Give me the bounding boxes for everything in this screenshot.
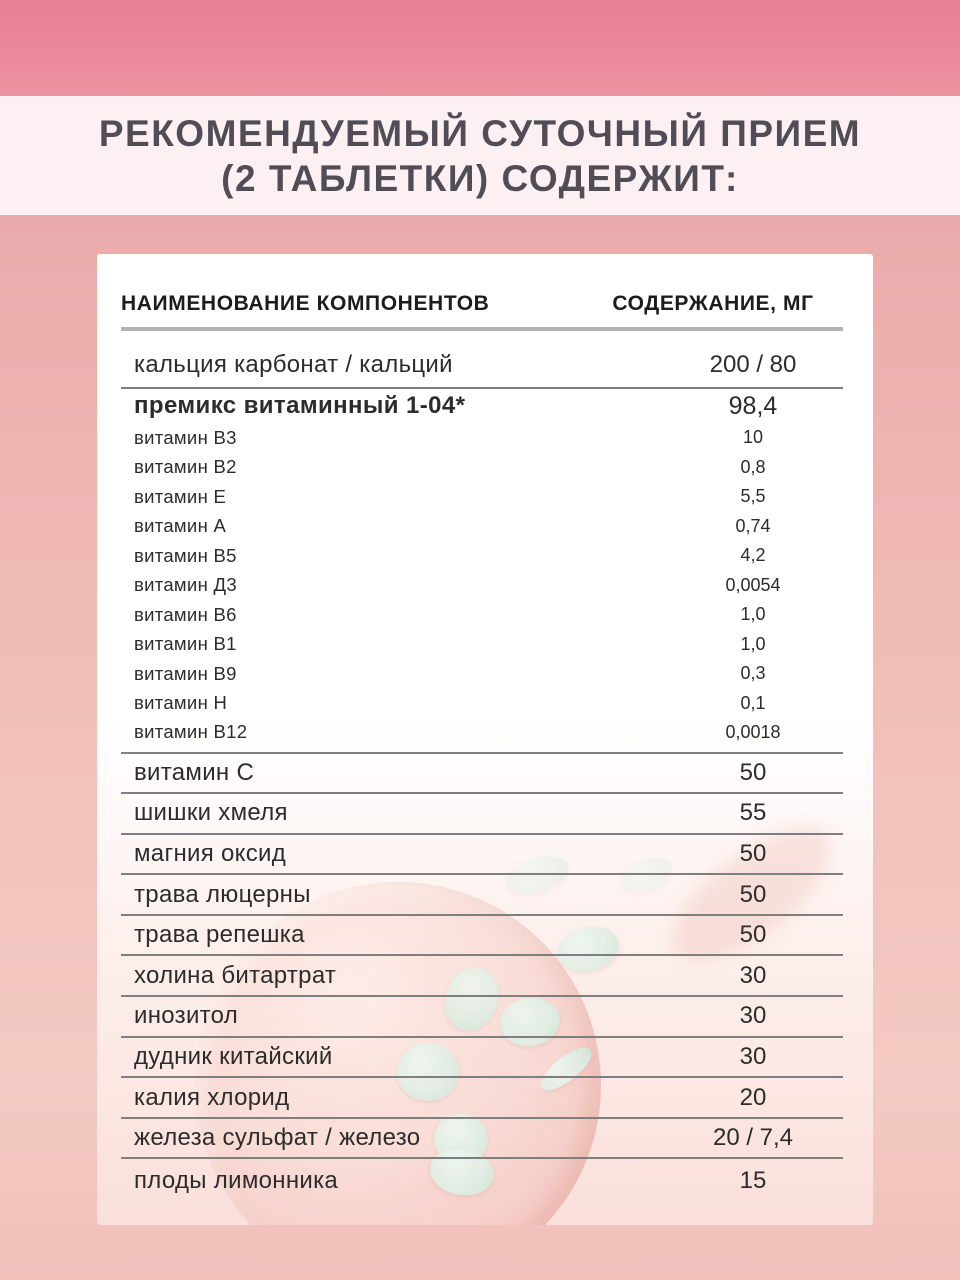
- table-row: витамин Н 0,1: [121, 689, 843, 719]
- pill-decoration: [397, 1043, 459, 1101]
- component-amount: 0,0018: [725, 721, 781, 742]
- table-row: кальция карбонат / кальций 200 / 80: [121, 331, 843, 389]
- composition-card: НАИМЕНОВАНИЕ КОМПОНЕНТОВ СОДЕРЖАНИЕ, МГ …: [97, 254, 873, 1225]
- component-name: витамин В9: [134, 662, 237, 684]
- components-table: НАИМЕНОВАНИЕ КОМПОНЕНТОВ СОДЕРЖАНИЕ, МГ …: [97, 254, 873, 1225]
- component-name: витамин В5: [134, 544, 237, 566]
- component-name: трава репешка: [134, 921, 305, 949]
- component-name: витамин Д3: [134, 574, 237, 596]
- component-amount: 55: [739, 799, 767, 827]
- table-row: витамин В3 10: [121, 423, 843, 453]
- table-row: витамин Д3 0,0054: [121, 571, 843, 601]
- bowl-watermark: [195, 882, 601, 1225]
- table-row: витамин А 0,74: [121, 512, 843, 542]
- component-amount: 10: [742, 427, 764, 448]
- component-name: витамин Е: [134, 485, 227, 507]
- table-row: калия хлорид 20: [121, 1078, 843, 1119]
- page-title-line-1: РЕКОМЕНДУЕМЫЙ СУТОЧНЫЙ ПРИЕМ: [98, 112, 862, 154]
- component-name: витамин В1: [134, 633, 237, 655]
- component-name: витамин В12: [134, 721, 248, 743]
- page-title-line-2: (2 ТАБЛЕТКИ) СОДЕРЖИТ:: [221, 157, 739, 199]
- component-name: витамин Н: [134, 692, 228, 714]
- column-header-content: СОДЕРЖАНИЕ, МГ: [612, 292, 814, 315]
- component-amount: 98,4: [728, 391, 778, 420]
- table-row: витамин В1 1,0: [121, 630, 843, 660]
- component-amount: 50: [739, 921, 767, 949]
- component-amount: 50: [739, 839, 767, 867]
- component-amount: 20: [739, 1083, 767, 1111]
- component-amount: 5,5: [740, 486, 766, 507]
- component-amount: 200 / 80: [709, 351, 797, 378]
- top-pink-band: [0, 0, 960, 96]
- component-name: кальция карбонат / кальций: [134, 351, 453, 378]
- table-row: дудник китайский 30: [121, 1038, 843, 1079]
- component-amount: 15: [739, 1167, 767, 1195]
- table-row: витамин В9 0,3: [121, 659, 843, 689]
- component-amount: 0,3: [740, 663, 766, 684]
- component-name: премикс витаминный 1-04*: [134, 392, 466, 419]
- component-name: витамин А: [134, 515, 227, 537]
- component-amount: 50: [739, 880, 767, 908]
- component-amount: 0,8: [740, 456, 766, 477]
- component-name: инозитол: [134, 1002, 239, 1030]
- table-row: премикс витаминный 1-04* 98,4: [121, 389, 843, 423]
- table-row: железа сульфат / железо 20 / 7,4: [121, 1119, 843, 1160]
- component-amount: 50: [739, 758, 767, 786]
- component-amount: 1,0: [740, 604, 766, 625]
- table-row: витамин Е 5,5: [121, 482, 843, 512]
- table-row: трава люцерны 50: [121, 875, 843, 916]
- table-row: витамин В6 1,0: [121, 600, 843, 630]
- component-name: витамин В3: [134, 426, 237, 448]
- component-name: железа сульфат / железо: [134, 1124, 421, 1152]
- component-name: калия хлорид: [134, 1083, 290, 1111]
- component-name: витамин В2: [134, 456, 237, 478]
- component-name: холина битартрат: [134, 961, 337, 989]
- table-row: витамин С 50: [121, 754, 843, 795]
- component-amount: 30: [739, 1002, 767, 1030]
- component-amount: 0,1: [740, 692, 766, 713]
- table-row: витамин В2 0,8: [121, 453, 843, 483]
- component-name: магния оксид: [134, 839, 287, 867]
- table-row: плоды лимонника 15: [121, 1159, 843, 1203]
- component-amount: 20 / 7,4: [712, 1124, 794, 1152]
- component-amount: 0,0054: [725, 574, 781, 595]
- table-header-row: НАИМЕНОВАНИЕ КОМПОНЕНТОВ СОДЕРЖАНИЕ, МГ: [121, 254, 843, 331]
- component-name: дудник китайский: [134, 1042, 333, 1070]
- table-row: холина битартрат 30: [121, 956, 843, 998]
- component-name: трава люцерны: [134, 880, 311, 908]
- title-band: РЕКОМЕНДУЕМЫЙ СУТОЧНЫЙ ПРИЕМ (2 ТАБЛЕТКИ…: [0, 96, 960, 215]
- component-name: шишки хмеля: [134, 799, 288, 827]
- component-amount: 30: [739, 1042, 767, 1070]
- table-row: витамин В5 4,2: [121, 541, 843, 571]
- component-amount: 30: [739, 961, 767, 989]
- table-row: трава репешка 50: [121, 916, 843, 957]
- table-row: витамин В12 0,0018: [121, 718, 843, 754]
- component-name: витамин В6: [134, 603, 237, 625]
- component-name: витамин С: [134, 758, 255, 786]
- column-header-name: НАИМЕНОВАНИЕ КОМПОНЕНТОВ: [121, 292, 490, 315]
- component-amount: 4,2: [740, 545, 766, 566]
- table-row: шишки хмеля 55: [121, 794, 843, 835]
- table-row: магния оксид 50: [121, 835, 843, 876]
- component-amount: 0,74: [735, 515, 771, 536]
- component-amount: 1,0: [740, 633, 766, 654]
- component-name: плоды лимонника: [134, 1167, 339, 1195]
- table-row: инозитол 30: [121, 997, 843, 1038]
